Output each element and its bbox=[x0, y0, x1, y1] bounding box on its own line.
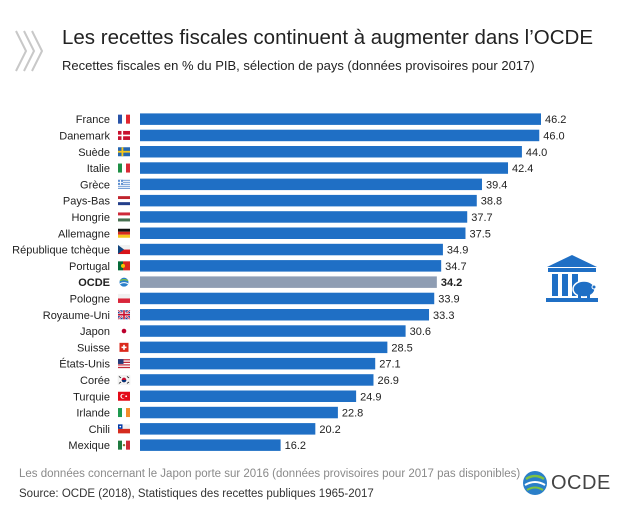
category-label: République tchèque bbox=[12, 245, 110, 257]
bar bbox=[140, 227, 466, 239]
turkey-flag-icon bbox=[118, 391, 130, 401]
hungary-flag-icon bbox=[118, 212, 130, 222]
category-label: France bbox=[76, 114, 110, 126]
category-label: Irlande bbox=[76, 408, 110, 420]
category-label: Suisse bbox=[77, 342, 110, 354]
category-label: Turquie bbox=[73, 391, 110, 403]
category-label: Pays-Bas bbox=[63, 196, 111, 208]
category-label: Italie bbox=[87, 163, 110, 175]
oecd-globe-icon bbox=[523, 471, 547, 495]
france-flag-icon bbox=[118, 114, 130, 124]
bar bbox=[140, 211, 468, 223]
category-label: Danemark bbox=[59, 130, 110, 142]
source-text: Source: OCDE (2018), Statistiques des re… bbox=[19, 488, 374, 500]
data-label: 46.2 bbox=[545, 114, 566, 126]
category-label: Pologne bbox=[70, 293, 110, 305]
korea-flag-icon bbox=[117, 375, 131, 385]
bar bbox=[140, 341, 388, 354]
bar bbox=[140, 260, 442, 272]
data-label: 46.0 bbox=[543, 130, 564, 142]
data-label: 33.9 bbox=[438, 293, 459, 305]
category-label: Japon bbox=[80, 326, 110, 338]
data-label: 34.9 bbox=[447, 245, 468, 257]
portugal-flag-icon bbox=[118, 261, 130, 271]
italy-flag-icon bbox=[118, 163, 130, 173]
data-label: 20.2 bbox=[319, 424, 340, 436]
bar bbox=[140, 113, 541, 125]
bar bbox=[140, 162, 509, 174]
chart-subtitle: Recettes fiscales en % du PIB, sélection… bbox=[62, 58, 535, 73]
bar bbox=[140, 439, 281, 451]
bar bbox=[140, 390, 357, 402]
bar bbox=[140, 325, 406, 337]
data-label: 44.0 bbox=[526, 147, 547, 159]
bar bbox=[140, 146, 522, 158]
bar bbox=[140, 292, 435, 305]
chile-flag-icon bbox=[118, 424, 130, 434]
data-label: 24.9 bbox=[360, 391, 381, 403]
data-label: 37.5 bbox=[469, 228, 490, 240]
data-label: 27.1 bbox=[379, 359, 400, 371]
ireland-flag-icon bbox=[118, 408, 130, 418]
data-label: 30.6 bbox=[410, 326, 431, 338]
data-label: 22.8 bbox=[342, 408, 363, 420]
category-label: Allemagne bbox=[58, 228, 110, 240]
bar bbox=[140, 194, 477, 207]
data-label: 26.9 bbox=[377, 375, 398, 387]
greece-flag-icon bbox=[118, 179, 130, 189]
category-label: Hongrie bbox=[71, 212, 110, 224]
poland-flag-icon bbox=[118, 293, 130, 303]
data-label: 33.3 bbox=[433, 310, 454, 322]
bar bbox=[140, 357, 376, 370]
category-label: Corée bbox=[80, 375, 110, 387]
denmark-flag-icon bbox=[118, 130, 130, 140]
czech-flag-icon bbox=[118, 245, 130, 255]
data-label: 37.7 bbox=[471, 212, 492, 224]
category-label: Mexique bbox=[68, 440, 110, 452]
bank-piggy-icon bbox=[546, 255, 598, 302]
data-label: 34.2 bbox=[441, 277, 462, 289]
category-label: Chili bbox=[89, 424, 110, 436]
category-label: Grèce bbox=[80, 179, 110, 191]
oecd-logo-text: OCDE bbox=[551, 471, 611, 494]
oecd-flag-icon bbox=[119, 277, 129, 287]
data-label: 34.7 bbox=[445, 261, 466, 273]
japan-flag-icon bbox=[118, 326, 130, 336]
germany-flag-icon bbox=[118, 228, 130, 238]
mexico-flag-icon bbox=[118, 440, 130, 450]
oecd-logo: OCDE bbox=[522, 470, 611, 496]
bar bbox=[140, 309, 430, 321]
bar bbox=[140, 243, 443, 256]
footnote: Les données concernant le Japon porte su… bbox=[19, 468, 521, 480]
category-label: OCDE bbox=[78, 277, 110, 289]
bar-chart: France 46.2 Danemark 46.0 Suède 44.0 Italie 42.… bbox=[12, 113, 566, 452]
data-label: 16.2 bbox=[285, 440, 306, 452]
bar bbox=[140, 423, 316, 435]
bar bbox=[140, 129, 540, 142]
sweden-flag-icon bbox=[118, 147, 130, 157]
data-label: 38.8 bbox=[481, 196, 502, 208]
category-label: Suède bbox=[78, 147, 110, 159]
category-label: Royaume-Uni bbox=[43, 310, 110, 322]
category-label: Portugal bbox=[69, 261, 110, 273]
chevrons-icon bbox=[15, 30, 43, 72]
bar bbox=[140, 406, 338, 419]
usa-flag-icon bbox=[118, 359, 130, 369]
chart-title: Les recettes fiscales continuent à augme… bbox=[62, 26, 593, 49]
bar bbox=[140, 276, 437, 288]
switzerland-flag-icon bbox=[119, 342, 129, 352]
uk-flag-icon bbox=[117, 309, 131, 320]
bar bbox=[140, 178, 482, 191]
category-label: États-Unis bbox=[59, 358, 110, 371]
data-label: 28.5 bbox=[391, 342, 412, 354]
netherlands-flag-icon bbox=[118, 196, 130, 206]
data-label: 42.4 bbox=[512, 163, 533, 175]
data-label: 39.4 bbox=[486, 179, 507, 191]
bar bbox=[140, 374, 374, 386]
